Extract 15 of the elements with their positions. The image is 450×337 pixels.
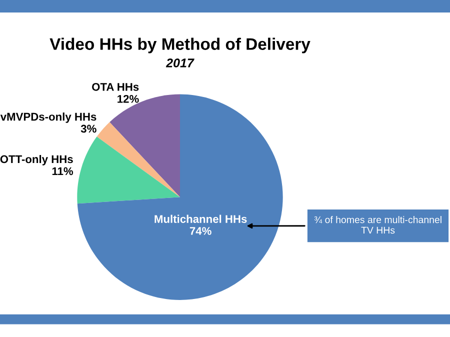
slice-label: OTA HHs	[92, 82, 139, 91]
pie-slice	[96, 122, 180, 198]
text: ¾ of homes are multi-channel TV HHs	[314, 216, 442, 234]
chart-subtitle: 2017	[166, 58, 194, 68]
chart-title: Video HHs by Method of Delivery	[50, 38, 310, 54]
slice-label: vMVPDs-only HHs	[0, 112, 96, 123]
pie-slice	[77, 94, 283, 300]
data-label: 74%	[190, 227, 212, 235]
data-label: 12%	[118, 94, 139, 103]
data-label: 11%	[52, 167, 74, 176]
pie-slice	[77, 136, 180, 204]
pie-slice	[110, 94, 180, 198]
data-label: 3%	[80, 124, 96, 133]
slice-label: OTT-only HHs	[0, 154, 73, 166]
slice-label: Multichannel HHs	[154, 214, 247, 223]
